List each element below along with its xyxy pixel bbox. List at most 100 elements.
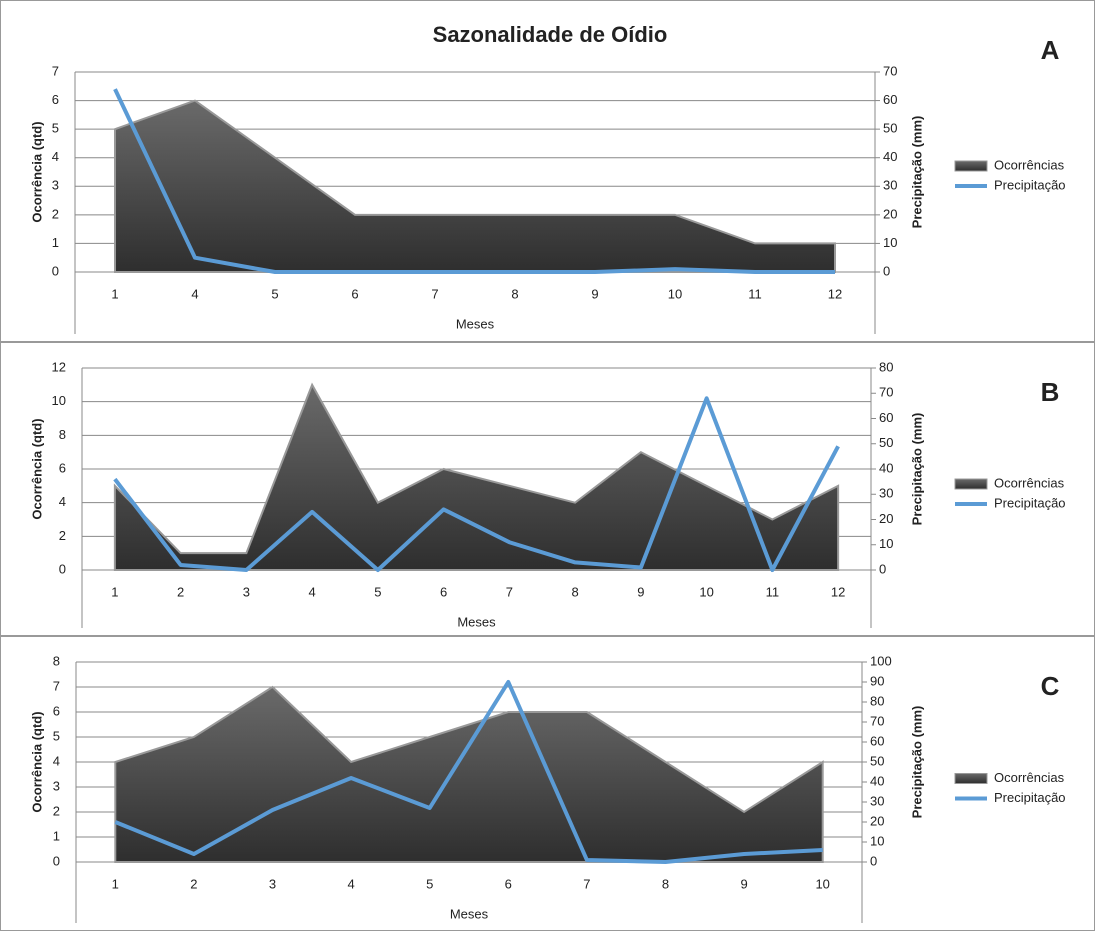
y2-tick-label: 90 bbox=[870, 673, 884, 688]
y2-tick-label: 0 bbox=[879, 561, 886, 576]
x-tick-label: 9 bbox=[740, 876, 747, 891]
y-tick-label: 7 bbox=[53, 678, 60, 693]
y2-tick-label: 30 bbox=[870, 793, 884, 808]
y-tick-label: 10 bbox=[52, 393, 66, 408]
y2-tick-label: 70 bbox=[879, 385, 893, 400]
y2-tick-label: 0 bbox=[883, 263, 890, 278]
y2-tick-label: 0 bbox=[870, 853, 877, 868]
y2-tick-label: 10 bbox=[879, 536, 893, 551]
x-tick-label: 10 bbox=[668, 286, 682, 301]
legend-label: Precipitação bbox=[994, 495, 1066, 510]
x-axis-label: Meses bbox=[450, 906, 489, 921]
y-tick-label: 6 bbox=[52, 92, 59, 107]
x-tick-label: 3 bbox=[269, 876, 276, 891]
x-tick-label: 6 bbox=[505, 876, 512, 891]
y2-tick-label: 100 bbox=[870, 653, 892, 668]
x-tick-label: 11 bbox=[766, 584, 780, 599]
x-tick-label: 3 bbox=[243, 584, 250, 599]
y2-tick-label: 40 bbox=[883, 149, 897, 164]
y-tick-label: 2 bbox=[53, 803, 60, 818]
y-tick-label: 8 bbox=[59, 427, 66, 442]
y2-tick-label: 50 bbox=[883, 121, 897, 136]
line bbox=[113, 88, 835, 274]
x-tick-label: 2 bbox=[190, 876, 197, 891]
y-tick-label: 1 bbox=[52, 235, 59, 250]
x-tick-label: 7 bbox=[583, 876, 590, 891]
y2-tick-label: 50 bbox=[870, 753, 884, 768]
y-tick-label: 0 bbox=[52, 263, 59, 278]
x-tick-label: 1 bbox=[112, 876, 119, 891]
chart-title: Sazonalidade de Oídio bbox=[433, 22, 668, 47]
x-tick-label: 4 bbox=[309, 584, 316, 599]
y2-tick-label: 80 bbox=[879, 359, 893, 374]
y2-tick-label: 40 bbox=[879, 460, 893, 475]
x-tick-label: 12 bbox=[828, 286, 842, 301]
x-tick-label: 2 bbox=[177, 584, 184, 599]
y2-tick-label: 60 bbox=[883, 92, 897, 107]
x-tick-label: 9 bbox=[637, 584, 644, 599]
x-tick-label: 7 bbox=[431, 286, 438, 301]
y2-axis-label: Precipitação (mm) bbox=[909, 706, 924, 819]
x-tick-label: 12 bbox=[831, 584, 845, 599]
panel-label: B bbox=[1041, 377, 1060, 407]
area bbox=[114, 99, 836, 273]
x-tick-label: 7 bbox=[506, 584, 513, 599]
y2-tick-label: 20 bbox=[870, 813, 884, 828]
x-axis-label: Meses bbox=[457, 614, 496, 629]
area bbox=[114, 685, 824, 863]
x-tick-label: 4 bbox=[347, 876, 354, 891]
legend-label: Ocorrências bbox=[994, 475, 1065, 490]
y2-tick-label: 70 bbox=[870, 713, 884, 728]
x-tick-label: 9 bbox=[591, 286, 598, 301]
x-tick-label: 8 bbox=[511, 286, 518, 301]
y-tick-label: 6 bbox=[59, 460, 66, 475]
y-tick-label: 4 bbox=[52, 149, 59, 164]
legend-label: Precipitação bbox=[994, 790, 1066, 805]
x-tick-label: 11 bbox=[748, 286, 762, 301]
y-axis-label: Ocorrência (qtd) bbox=[29, 121, 44, 222]
y-tick-label: 2 bbox=[52, 206, 59, 221]
x-axis-label: Meses bbox=[456, 316, 495, 331]
y-tick-label: 12 bbox=[52, 359, 66, 374]
x-tick-label: 1 bbox=[111, 584, 118, 599]
y-axis-label: Ocorrência (qtd) bbox=[29, 711, 44, 812]
y-tick-label: 0 bbox=[59, 561, 66, 576]
y2-tick-label: 60 bbox=[870, 733, 884, 748]
y2-tick-label: 20 bbox=[883, 206, 897, 221]
line bbox=[114, 680, 823, 864]
x-tick-label: 8 bbox=[662, 876, 669, 891]
panel-frame bbox=[0, 342, 1095, 636]
x-tick-label: 8 bbox=[572, 584, 579, 599]
y2-axis-label: Precipitação (mm) bbox=[909, 116, 924, 229]
y2-axis-label: Precipitação (mm) bbox=[909, 413, 924, 526]
y2-tick-label: 10 bbox=[870, 833, 884, 848]
y2-tick-label: 30 bbox=[879, 486, 893, 501]
y-tick-label: 8 bbox=[53, 653, 60, 668]
y-tick-label: 6 bbox=[53, 703, 60, 718]
legend-swatch bbox=[954, 160, 988, 172]
y-tick-label: 1 bbox=[53, 828, 60, 843]
line bbox=[113, 396, 840, 572]
x-tick-label: 1 bbox=[111, 286, 118, 301]
y-tick-label: 3 bbox=[52, 178, 59, 193]
y2-tick-label: 70 bbox=[883, 63, 897, 78]
x-tick-label: 5 bbox=[426, 876, 433, 891]
y-axis-label: Ocorrência (qtd) bbox=[29, 418, 44, 519]
legend-label: Ocorrências bbox=[994, 157, 1065, 172]
panel-label: C bbox=[1041, 671, 1060, 701]
y-tick-label: 4 bbox=[59, 494, 66, 509]
x-tick-label: 4 bbox=[191, 286, 198, 301]
x-tick-label: 5 bbox=[271, 286, 278, 301]
x-tick-label: 10 bbox=[699, 584, 713, 599]
legend-label: Ocorrências bbox=[994, 770, 1065, 785]
x-tick-label: 10 bbox=[815, 876, 829, 891]
y2-tick-label: 60 bbox=[879, 410, 893, 425]
x-tick-label: 5 bbox=[374, 584, 381, 599]
y-tick-label: 7 bbox=[52, 63, 59, 78]
y-tick-label: 5 bbox=[53, 728, 60, 743]
y2-tick-label: 80 bbox=[870, 693, 884, 708]
legend-swatch bbox=[954, 773, 988, 784]
x-tick-label: 6 bbox=[351, 286, 358, 301]
y2-tick-label: 30 bbox=[883, 178, 897, 193]
